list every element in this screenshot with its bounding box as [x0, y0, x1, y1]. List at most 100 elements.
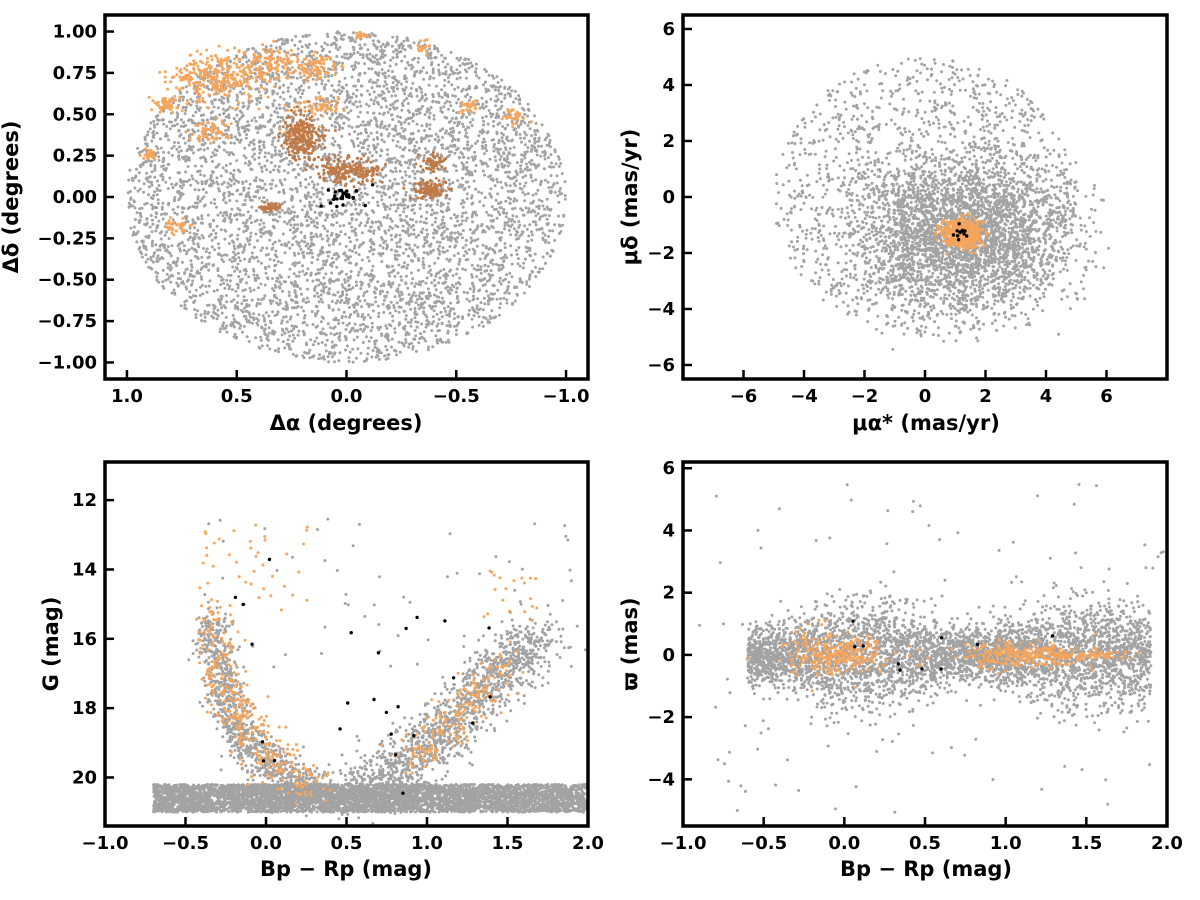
- data-point: [428, 47, 432, 51]
- data-point: [222, 304, 226, 308]
- data-point: [155, 212, 159, 216]
- data-point: [128, 190, 132, 193]
- data-point: [223, 217, 227, 221]
- data-point: [388, 64, 392, 68]
- data-point: [299, 230, 303, 234]
- data-point: [339, 230, 343, 234]
- data-point: [398, 245, 402, 249]
- data-point: [523, 184, 526, 188]
- data-point: [499, 147, 503, 151]
- data-point: [387, 132, 391, 136]
- data-point: [334, 43, 338, 47]
- data-point: [304, 43, 308, 47]
- data-point: [459, 151, 463, 154]
- data-point: [464, 219, 468, 223]
- data-point: [168, 275, 172, 279]
- data-point: [337, 322, 341, 326]
- data-point: [343, 76, 347, 80]
- data-point: [317, 91, 321, 95]
- data-point: [486, 130, 490, 134]
- data-point: [521, 213, 525, 217]
- data-point: [417, 259, 421, 263]
- data-point: [215, 176, 219, 180]
- data-point: [226, 100, 230, 104]
- data-point: [127, 201, 131, 205]
- data-point: [495, 130, 499, 134]
- data-point: [296, 313, 300, 317]
- data-point: [489, 187, 493, 191]
- data-point: [160, 205, 164, 209]
- data-point: [349, 269, 353, 273]
- data-point: [145, 221, 149, 225]
- data-point: [272, 258, 276, 262]
- data-point: [429, 305, 433, 309]
- data-point: [283, 331, 287, 335]
- data-point: [422, 154, 426, 157]
- data-point: [329, 263, 332, 267]
- data-point: [517, 94, 521, 98]
- data-point: [203, 315, 207, 319]
- data-point: [135, 167, 138, 171]
- data-point: [557, 189, 561, 193]
- data-point: [204, 265, 208, 269]
- data-point: [420, 136, 424, 140]
- data-point: [557, 232, 561, 235]
- data-point: [251, 316, 255, 320]
- data-point: [193, 226, 196, 230]
- data-point: [471, 306, 474, 310]
- data-point: [208, 251, 212, 255]
- data-point: [411, 293, 415, 297]
- data-point: [389, 233, 393, 237]
- data-point: [308, 251, 312, 255]
- data-point: [448, 182, 452, 186]
- data-point: [468, 228, 472, 232]
- data-point: [248, 257, 252, 261]
- data-point: [278, 120, 282, 123]
- data-point: [447, 178, 451, 182]
- data-point: [413, 329, 417, 332]
- data-point: [176, 256, 180, 260]
- data-point: [296, 214, 300, 218]
- data-point: [391, 81, 395, 85]
- data-point: [287, 345, 291, 349]
- data-point: [259, 96, 263, 100]
- data-point: [288, 246, 292, 250]
- data-point: [412, 337, 416, 341]
- data-point: [353, 130, 357, 134]
- data-point: [487, 226, 491, 230]
- data-point: [526, 114, 530, 118]
- data-point: [282, 315, 286, 319]
- data-point: [445, 257, 449, 261]
- data-point: [447, 237, 451, 241]
- data-point: [215, 224, 219, 228]
- data-point: [231, 313, 235, 317]
- data-point: [138, 218, 142, 222]
- data-point: [350, 36, 354, 40]
- data-point: [491, 273, 495, 277]
- data-point: [299, 167, 303, 171]
- data-point: [316, 182, 320, 186]
- data-point: [322, 357, 326, 361]
- data-point: [186, 165, 190, 168]
- data-point: [494, 244, 498, 248]
- data-point: [150, 218, 154, 222]
- data-point: [316, 295, 320, 299]
- data-point: [255, 87, 259, 91]
- data-point: [449, 268, 453, 272]
- data-point: [338, 351, 342, 355]
- data-point: [251, 148, 255, 152]
- data-point: [370, 325, 374, 329]
- data-point: [559, 230, 563, 233]
- data-point: [403, 179, 407, 183]
- data-point: [190, 174, 194, 178]
- data-point: [470, 263, 474, 267]
- data-point: [321, 142, 325, 146]
- data-point: [155, 122, 159, 126]
- data-point: [228, 151, 232, 155]
- data-point: [367, 339, 371, 343]
- data-point: [441, 146, 444, 150]
- data-point: [256, 259, 260, 263]
- data-point: [365, 138, 369, 142]
- data-point: [280, 321, 283, 325]
- data-point: [285, 244, 289, 248]
